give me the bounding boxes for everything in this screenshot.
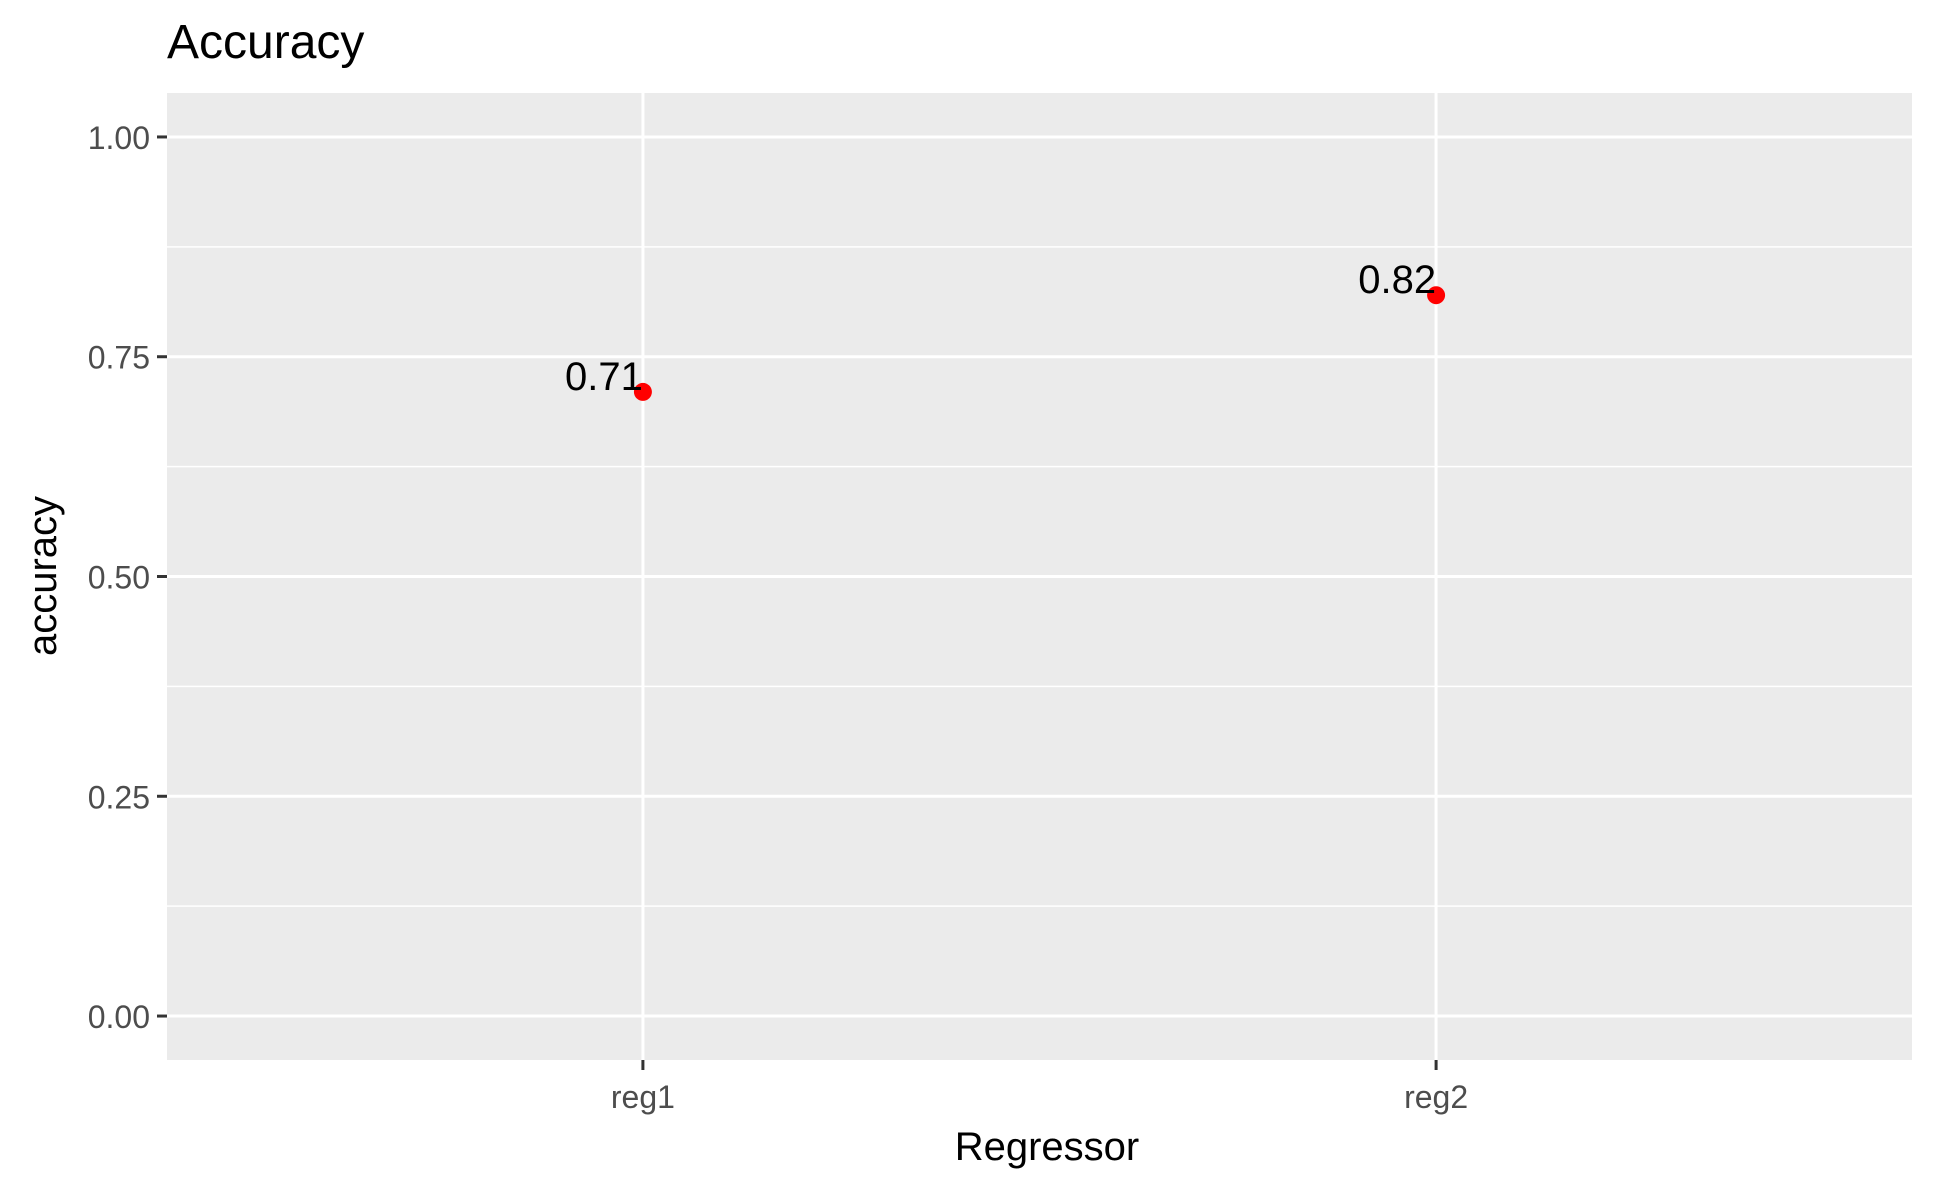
data-label: 0.82 xyxy=(1358,258,1436,302)
y-tick-label: 0.00 xyxy=(88,999,150,1035)
y-tick-label: 0.25 xyxy=(88,779,150,815)
y-axis-title: accuracy xyxy=(21,496,65,656)
x-axis: reg1 reg2 xyxy=(611,1060,1468,1115)
data-labels: 0.71 0.82 xyxy=(565,258,1436,399)
x-tick-label: reg1 xyxy=(611,1079,675,1115)
chart-title: Accuracy xyxy=(167,16,364,69)
major-gridlines xyxy=(167,93,1912,1060)
y-axis: 0.00 0.25 0.50 0.75 1.00 xyxy=(88,120,167,1035)
data-point xyxy=(633,382,652,401)
data-point xyxy=(1427,286,1446,305)
x-axis-title: Regressor xyxy=(955,1125,1140,1169)
x-tick-label: reg2 xyxy=(1404,1079,1468,1115)
y-tick-label: 0.75 xyxy=(88,340,150,376)
y-tick-label: 0.50 xyxy=(88,560,150,596)
minor-gridlines xyxy=(167,246,1912,907)
data-points xyxy=(633,286,1446,401)
data-label: 0.71 xyxy=(565,355,643,399)
y-tick-label: 1.00 xyxy=(88,120,150,156)
